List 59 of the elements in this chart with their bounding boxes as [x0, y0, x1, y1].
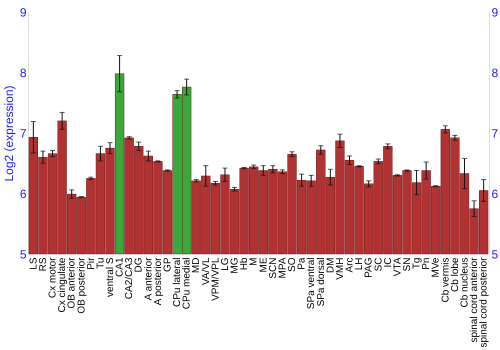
x-tick-label: spinal cord anterior	[469, 256, 480, 343]
y2-tick-label: 9	[492, 6, 498, 20]
x-tick-label: Tg	[412, 258, 423, 270]
x-tick-label: VMH	[334, 258, 346, 280]
y-tick-label: 5	[20, 248, 27, 262]
x-tick-label: VTA	[392, 257, 404, 276]
x-tick-label: spinal cord posterior	[478, 256, 490, 348]
y2-tick-label: 7	[492, 126, 498, 140]
x-tick-label: MVe	[430, 257, 442, 278]
x-tick-label: OB posterior	[76, 256, 88, 314]
x-tick-label: VPM/VPL	[210, 257, 222, 301]
x-tick-label: DG	[134, 257, 145, 272]
x-tick-label: CA2/CA3	[124, 257, 136, 300]
x-tick-label: Cb lobe	[450, 257, 461, 292]
x-tick-label: LS	[28, 257, 40, 270]
x-tick-label: A anterior	[143, 256, 154, 300]
x-tick-label: SN	[402, 258, 413, 272]
x-tick-label: Hb	[239, 257, 250, 270]
x-tick-label: M	[248, 258, 260, 266]
y-tick-label: 6	[20, 187, 27, 201]
y-tick-label: 9	[20, 6, 27, 20]
x-tick-label: OB anterior	[66, 256, 78, 309]
x-tick-label: IC	[382, 258, 394, 268]
x-tick-label: CPu medial	[182, 258, 193, 310]
x-tick-label: Pa	[296, 257, 308, 270]
y-tick-label: 7	[20, 126, 27, 140]
x-tick-label: ME	[258, 257, 270, 272]
y-axis-title: Log2 (expression)	[2, 85, 16, 182]
x-tick-label: VA/VL	[200, 257, 212, 286]
x-tick-label: Cx motor	[48, 256, 59, 298]
y2-tick-label: 8	[492, 66, 498, 80]
x-tick-label: SPa dorsal	[316, 258, 327, 306]
x-tick-label: LH	[354, 258, 366, 270]
y2-tick-label: 5	[492, 248, 498, 262]
x-tick-label: PAG	[364, 257, 375, 278]
x-tick-label: Cb nucleus	[459, 258, 470, 308]
x-tick-label: MG	[230, 257, 241, 274]
x-tick-label: SO	[287, 257, 298, 272]
x-tick-label: GP	[162, 257, 174, 272]
x-tick-label: Arc	[344, 258, 356, 272]
x-tick-label: DM	[325, 258, 336, 274]
x-tick-label: MD	[191, 258, 202, 274]
x-tick-label: Cb vermis	[440, 258, 452, 303]
x-tick-label: Tu	[95, 258, 106, 269]
x-tick-label: SCN	[268, 258, 279, 279]
x-tick-label: RS	[38, 257, 49, 272]
x-tick-label: MPA	[277, 257, 288, 278]
x-tick-label: CPu lateral	[172, 258, 184, 307]
x-tick-label: Pir	[86, 256, 97, 270]
x-tick-label: A posterior	[152, 256, 164, 306]
x-tick-label: Pn	[421, 258, 432, 270]
x-tick-label: LG	[220, 257, 231, 271]
x-tick-label: SC	[373, 258, 384, 272]
y-tick-label: 8	[20, 66, 27, 80]
x-tick-label: ventral S	[105, 257, 116, 297]
x-tick-label: Cx cingulate	[57, 257, 68, 313]
x-tick-label: SPa ventral	[306, 258, 318, 310]
y2-tick-label: 6	[492, 187, 498, 201]
x-tick-label: CA1	[114, 257, 126, 277]
